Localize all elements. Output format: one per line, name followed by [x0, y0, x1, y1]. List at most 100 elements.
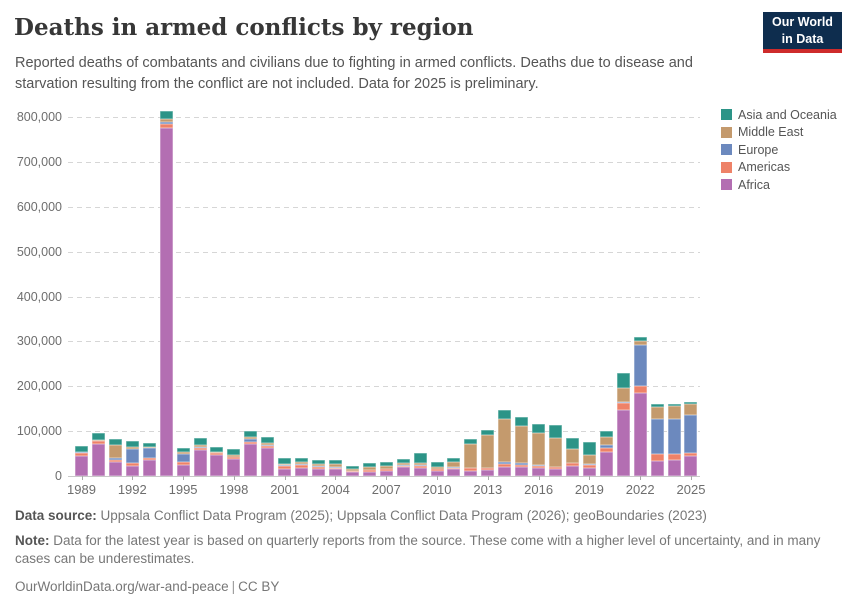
bar-segment-asia-and-oceania[interactable]: [108, 438, 122, 445]
bar-segment-asia-and-oceania[interactable]: [633, 337, 647, 341]
bar-1999[interactable]: [244, 431, 258, 476]
legend-item-asia-and-oceania[interactable]: Asia and Oceania: [721, 106, 837, 124]
bar-segment-americas[interactable]: [633, 385, 647, 393]
bar-segment-europe[interactable]: [684, 414, 698, 453]
bar-segment-middle-east[interactable]: [684, 403, 698, 415]
bar-segment-middle-east[interactable]: [447, 462, 461, 468]
bar-2012[interactable]: [464, 439, 478, 476]
bar-segment-asia-and-oceania[interactable]: [244, 431, 258, 437]
bar-segment-americas[interactable]: [108, 459, 122, 462]
legend-item-africa[interactable]: Africa: [721, 176, 837, 194]
bar-2006[interactable]: [362, 463, 376, 476]
bar-segment-middle-east[interactable]: [582, 454, 596, 464]
bar-2022[interactable]: [633, 337, 647, 476]
bar-segment-middle-east[interactable]: [261, 443, 275, 446]
bar-segment-asia-and-oceania[interactable]: [616, 373, 630, 389]
bar-2002[interactable]: [295, 457, 309, 476]
bar-segment-europe[interactable]: [108, 458, 122, 460]
bar-segment-asia-and-oceania[interactable]: [278, 457, 292, 464]
bar-segment-middle-east[interactable]: [616, 388, 630, 403]
bar-segment-americas[interactable]: [244, 442, 258, 445]
bar-segment-asia-and-oceania[interactable]: [565, 437, 579, 449]
bar-2024[interactable]: [667, 404, 681, 476]
bar-segment-middle-east[interactable]: [125, 446, 139, 449]
bar-segment-europe[interactable]: [261, 445, 275, 447]
bar-segment-europe[interactable]: [650, 419, 664, 454]
bar-segment-middle-east[interactable]: [91, 440, 105, 442]
bar-segment-middle-east[interactable]: [532, 433, 546, 466]
bar-segment-africa[interactable]: [278, 468, 292, 476]
bar-segment-africa[interactable]: [515, 467, 529, 476]
bar-segment-africa[interactable]: [464, 470, 478, 476]
bar-2001[interactable]: [278, 457, 292, 476]
bar-segment-middle-east[interactable]: [108, 444, 122, 459]
legend-item-europe[interactable]: Europe: [721, 141, 837, 159]
bar-1990[interactable]: [91, 433, 105, 476]
bar-2003[interactable]: [312, 459, 326, 476]
bar-segment-africa[interactable]: [430, 470, 444, 476]
bar-segment-europe[interactable]: [599, 444, 613, 448]
bar-segment-asia-and-oceania[interactable]: [159, 111, 173, 119]
bar-segment-africa[interactable]: [684, 455, 698, 476]
bar-segment-americas[interactable]: [498, 463, 512, 467]
bar-2018[interactable]: [565, 437, 579, 476]
bar-segment-asia-and-oceania[interactable]: [362, 463, 376, 468]
legend-item-middle-east[interactable]: Middle East: [721, 124, 837, 142]
bar-2000[interactable]: [261, 437, 275, 476]
bar-segment-europe[interactable]: [142, 448, 156, 458]
bar-segment-asia-and-oceania[interactable]: [599, 431, 613, 438]
bar-segment-middle-east[interactable]: [413, 462, 427, 466]
bar-2019[interactable]: [582, 442, 596, 476]
bar-segment-americas[interactable]: [345, 471, 359, 473]
bar-segment-middle-east[interactable]: [549, 437, 563, 467]
bar-2025[interactable]: [684, 401, 698, 476]
bar-segment-asia-and-oceania[interactable]: [498, 410, 512, 420]
bar-segment-asia-and-oceania[interactable]: [515, 417, 529, 427]
bar-segment-middle-east[interactable]: [633, 340, 647, 345]
bar-2005[interactable]: [345, 466, 359, 476]
bar-segment-africa[interactable]: [532, 468, 546, 476]
bar-segment-africa[interactable]: [498, 466, 512, 476]
bar-segment-asia-and-oceania[interactable]: [142, 442, 156, 448]
bar-segment-middle-east[interactable]: [498, 419, 512, 462]
bar-segment-middle-east[interactable]: [176, 452, 190, 455]
bar-segment-europe[interactable]: [176, 454, 190, 463]
bar-2023[interactable]: [650, 404, 664, 476]
bar-segment-americas[interactable]: [328, 467, 342, 470]
bar-segment-asia-and-oceania[interactable]: [396, 459, 410, 464]
bar-segment-middle-east[interactable]: [295, 462, 309, 465]
bar-segment-europe[interactable]: [515, 463, 529, 465]
bar-segment-europe[interactable]: [193, 446, 207, 449]
bar-segment-africa[interactable]: [261, 448, 275, 476]
bar-segment-middle-east[interactable]: [599, 437, 613, 445]
bar-segment-africa[interactable]: [481, 470, 495, 476]
bar-1991[interactable]: [108, 438, 122, 476]
bar-1994[interactable]: [159, 111, 173, 476]
bar-segment-americas[interactable]: [91, 441, 105, 444]
bar-segment-europe[interactable]: [244, 439, 258, 443]
bar-segment-americas[interactable]: [582, 464, 596, 468]
bar-segment-middle-east[interactable]: [345, 469, 359, 471]
bar-2009[interactable]: [413, 453, 427, 476]
bar-segment-middle-east[interactable]: [227, 455, 241, 457]
bar-2017[interactable]: [549, 425, 563, 476]
bar-segment-middle-east[interactable]: [312, 463, 326, 467]
bar-segment-americas[interactable]: [650, 453, 664, 461]
bar-segment-africa[interactable]: [667, 459, 681, 476]
owid-url-link[interactable]: OurWorldinData.org/war-and-peace: [15, 578, 229, 594]
bar-segment-africa[interactable]: [108, 461, 122, 476]
bar-segment-middle-east[interactable]: [159, 118, 173, 122]
bar-segment-americas[interactable]: [261, 446, 275, 449]
bar-segment-africa[interactable]: [447, 469, 461, 476]
bar-1993[interactable]: [142, 442, 156, 476]
bar-segment-americas[interactable]: [159, 124, 173, 128]
bar-segment-africa[interactable]: [295, 468, 309, 476]
bar-segment-africa[interactable]: [379, 471, 393, 476]
bar-segment-asia-and-oceania[interactable]: [667, 404, 681, 407]
bar-segment-africa[interactable]: [413, 467, 427, 476]
bar-segment-americas[interactable]: [447, 467, 461, 470]
bar-segment-asia-and-oceania[interactable]: [582, 442, 596, 455]
bar-segment-africa[interactable]: [549, 468, 563, 476]
bar-segment-africa[interactable]: [142, 459, 156, 476]
bar-segment-americas[interactable]: [684, 452, 698, 456]
